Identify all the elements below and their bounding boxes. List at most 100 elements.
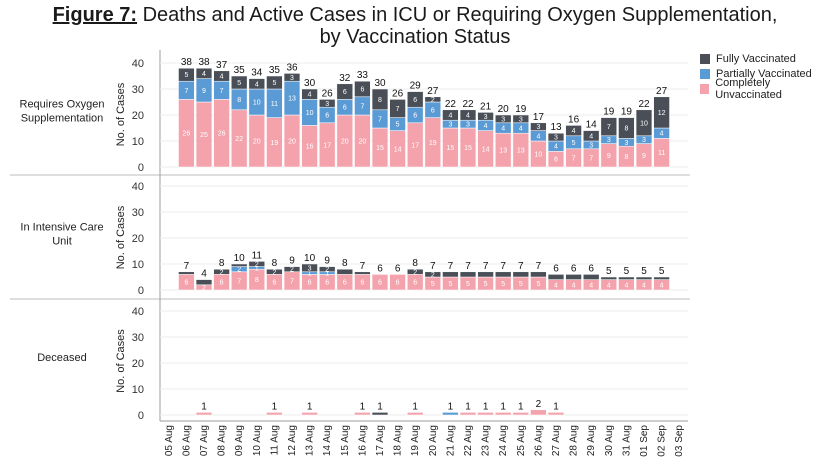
row-label: Deceased [37,352,87,364]
segment-label: 6 [360,87,364,94]
segment-label: 6 [272,280,276,287]
total-label: 5 [606,266,612,277]
total-label: 33 [357,70,369,81]
bar-segment [530,271,547,278]
bar-segment [618,276,635,280]
y-tick-label: 40 [132,58,144,70]
y-axis-label: No. of Cases [115,329,127,393]
segment-label: 4 [589,133,593,140]
x-tick-label: 27 Aug [551,425,562,456]
segment-label: 3 [519,116,523,123]
segment-label: 6 [431,107,435,114]
segment-label: 9 [642,153,646,160]
x-tick-label: 29 Aug [586,425,597,456]
segment-label: 6 [343,89,347,96]
total-label: 6 [571,263,577,274]
segment-label: 5 [572,140,576,147]
segment-label: 2 [290,267,294,274]
segment-label: 3 [466,122,470,129]
bar-segment [459,271,477,278]
title-text-1: Deaths and Active Cases in ICU or Requir… [142,4,778,26]
segment-label: 3 [484,114,488,121]
total-label: 35 [234,65,246,76]
y-tick-label: 40 [132,181,144,193]
segment-label: 2 [237,267,241,274]
total-label: 7 [465,261,471,272]
bar-segment [530,122,547,131]
total-label: 19 [603,107,615,118]
bar-segment [407,412,424,416]
segment-label: 6 [413,280,417,287]
bar-segment [301,88,318,100]
segment-label: 3 [624,140,628,147]
segment-label: 3 [448,122,452,129]
bar-segment [424,271,441,278]
segment-label: 2 [272,269,276,276]
total-label: 14 [586,120,598,131]
segment-label: 6 [325,280,329,287]
bar-segment [319,266,336,273]
total-label: 38 [198,57,210,68]
bar-segment [459,109,477,121]
total-label: 26 [322,88,334,99]
segment-label: 1 [255,265,259,272]
total-label: 22 [638,99,650,110]
segment-label: 5 [184,72,188,79]
total-label: 5 [624,266,630,277]
y-tick-label: 0 [138,410,144,422]
segment-label: 19 [271,140,279,147]
total-label: 7 [536,261,542,272]
total-label: 7 [430,261,436,272]
segment-label: 6 [554,157,558,164]
x-tick-label: 24 Aug [498,425,509,456]
segment-label: 17 [323,142,331,149]
segment-label: 3 [501,116,505,123]
segment-label: 3 [607,137,611,144]
bar-segment [283,266,301,273]
segment-label: 7 [607,124,611,131]
bar-segment [495,271,512,278]
segment-label: 26 [183,131,191,138]
bar-segment [301,263,318,273]
segment-label: 2 [413,269,417,276]
bar-segment [600,276,617,280]
x-tick-label: 16 Aug [357,425,368,456]
total-label: 6 [395,263,401,274]
bar-segment [266,412,283,416]
x-tick-label: 12 Aug [287,425,298,456]
segment-label: 10 [535,152,543,159]
bar-segment [424,96,441,103]
bar-segment [547,132,565,142]
bar-segment [512,271,529,278]
segment-label: 7 [237,278,241,285]
legend-item-fully: Fully Vaccinated [700,51,830,66]
total-label: 30 [304,78,316,89]
x-tick-label: 26 Aug [533,425,544,456]
segment-label: 4 [220,74,224,81]
segment-label: 1 [308,271,312,278]
segment-label: 8 [255,277,259,284]
total-label: 22 [462,99,474,110]
bar-segment [512,114,529,124]
segment-label: 7 [589,155,593,162]
segment-label: 11 [658,150,665,157]
x-tick-label: 28 Aug [569,425,580,456]
bar-segment [495,114,512,124]
x-tick-label: 07 Aug [199,425,210,456]
segment-label: 5 [448,281,452,288]
segment-label: 7 [396,106,400,113]
x-tick-label: 22 Aug [463,425,474,456]
y-tick-label: 30 [132,207,144,219]
legend-label-partially: Partially Vaccinated [716,67,812,80]
segment-label: 10 [640,120,648,127]
total-label: 6 [588,263,594,274]
segment-label: 15 [447,145,455,152]
segment-label: 16 [306,144,314,151]
segment-label: 6 [343,280,347,287]
segment-label: 2 [220,269,224,276]
bar-segment [178,67,195,82]
bar-segment [195,412,213,416]
bar-segment [248,261,265,267]
bar-segment [653,276,670,280]
total-label: 1 [448,401,454,412]
